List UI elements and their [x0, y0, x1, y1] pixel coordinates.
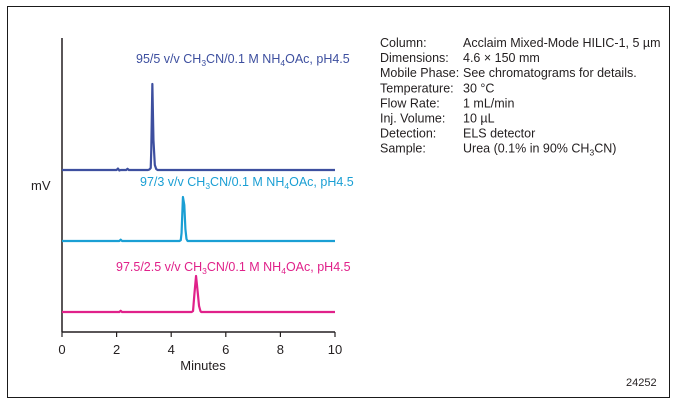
series-label: 97.5/2.5 v/v CH3CN/0.1 M NH4OAc, pH4.5 — [116, 260, 351, 276]
condition-value: See chromatograms for details. — [463, 66, 637, 80]
series-line — [62, 274, 335, 314]
x-tick-label: 4 — [168, 342, 175, 357]
series-label: 95/5 v/v CH3CN/0.1 M NH4OAc, pH4.5 — [136, 52, 350, 68]
condition-label: Detection: — [380, 127, 436, 141]
condition-label: Flow Rate: — [380, 96, 440, 110]
condition-value: Acclaim Mixed-Mode HILIC-1, 5 µm — [463, 36, 661, 50]
condition-value: 1 mL/min — [463, 96, 514, 110]
condition-label: Inj. Volume: — [380, 112, 445, 126]
condition-value: 30 °C — [463, 81, 494, 95]
x-axis-label: Minutes — [180, 358, 226, 373]
x-tick-label: 10 — [328, 342, 342, 357]
condition-value: Urea (0.1% in 90% CH3CN) — [463, 142, 616, 158]
condition-label: Sample: — [380, 142, 426, 156]
condition-value: ELS detector — [463, 127, 535, 141]
series-label: 97/3 v/v CH3CN/0.1 M NH4OAc, pH4.5 — [140, 175, 354, 191]
x-tick-label: 0 — [58, 342, 65, 357]
condition-label: Mobile Phase: — [380, 66, 459, 80]
series-line — [62, 195, 335, 243]
x-tick-label: 8 — [277, 342, 284, 357]
x-tick-label: 6 — [222, 342, 229, 357]
condition-label: Column: — [380, 36, 427, 50]
y-axis-label: mV — [31, 178, 51, 193]
condition-label: Dimensions: — [380, 51, 449, 65]
condition-label: Temperature: — [380, 81, 454, 95]
x-tick-label: 2 — [113, 342, 120, 357]
condition-value: 4.6 × 150 mm — [463, 51, 540, 65]
series-line — [62, 82, 335, 172]
condition-value: 10 µL — [463, 112, 495, 126]
figure-id: 24252 — [626, 377, 657, 389]
